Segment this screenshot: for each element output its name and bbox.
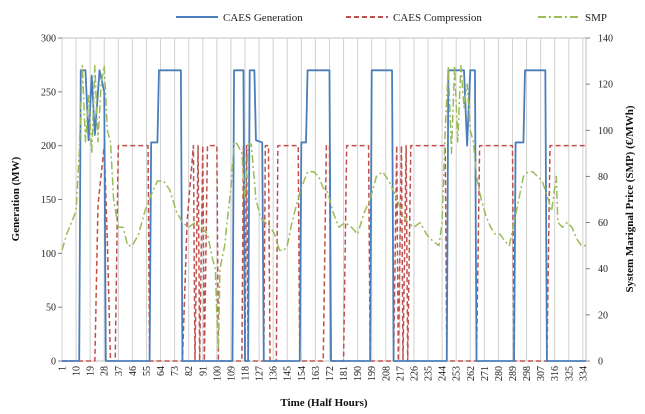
- x-tick-label: 64: [156, 366, 167, 376]
- x-tick-label: 325: [564, 366, 575, 381]
- x-tick-label: 127: [255, 366, 266, 381]
- y-left-tick-label: 0: [51, 357, 56, 368]
- x-tick-label: 28: [100, 366, 111, 376]
- axes-layer: 1 10 19 28 37 46 55 64 73 82 91 100 109 118 127 136 145 1…: [41, 34, 613, 382]
- x-tick-label: 235: [424, 366, 435, 381]
- x-tick-label: 316: [550, 366, 561, 381]
- y-left-tick-label: 150: [41, 195, 56, 206]
- x-tick-label: 271: [480, 366, 491, 381]
- y-right-tick-label: 20: [598, 310, 608, 321]
- legend-label-caes-compression: CAES Compression: [393, 12, 482, 24]
- x-axis-title: Time (Half Hours): [280, 397, 368, 409]
- series-line-caes-generation: [62, 69, 586, 362]
- x-tick-label: 217: [395, 366, 406, 381]
- x-tick-label: 172: [325, 366, 336, 381]
- x-tick-label: 226: [409, 366, 420, 381]
- y-left-tick-label: 100: [41, 249, 56, 260]
- y-right-tick-label: 40: [598, 264, 608, 275]
- x-tick-label: 37: [114, 366, 125, 376]
- y-right-tick-label: 0: [598, 357, 603, 368]
- y-left-tick-label: 250: [41, 87, 56, 98]
- legend: CAES Generation CAES Compression SMP: [176, 12, 607, 24]
- x-tick-label: 136: [269, 366, 280, 381]
- x-tick-label: 109: [226, 366, 237, 381]
- x-tick-label: 280: [494, 366, 505, 381]
- x-tick-label: 145: [283, 366, 294, 381]
- y-right-tick-label: 60: [598, 218, 608, 229]
- x-tick-label: 19: [86, 366, 97, 376]
- x-tick-label: 190: [353, 366, 364, 381]
- x-tick-label: 298: [522, 366, 533, 381]
- y-left-tick-label: 300: [41, 34, 56, 45]
- legend-label-caes-generation: CAES Generation: [223, 12, 303, 24]
- x-tick-label: 199: [367, 366, 378, 381]
- x-tick-label: 10: [72, 366, 83, 376]
- plot-border: [61, 37, 587, 362]
- x-tick-label: 307: [536, 366, 547, 381]
- x-tick-label: 55: [142, 366, 153, 376]
- x-tick-label: 163: [311, 366, 322, 381]
- x-tick-label: 244: [438, 366, 449, 381]
- series-line-caes-compression: [62, 144, 586, 362]
- x-tick-label: 253: [452, 366, 463, 381]
- series-line-smp: [61, 64, 586, 351]
- x-tick-label: 118: [241, 366, 252, 381]
- x-tick-label: 1: [58, 366, 69, 371]
- y-right-tick-label: 120: [598, 80, 613, 91]
- x-tick-label: 208: [381, 366, 392, 381]
- y-axis-left-title: Generation (MW): [10, 156, 22, 241]
- y-right-tick-label: 80: [598, 172, 608, 183]
- legend-label-smp: SMP: [585, 12, 607, 24]
- y-left-tick-label: 50: [46, 303, 56, 314]
- x-tick-label: 334: [578, 366, 589, 381]
- y-axis-right-title: System Marignal Price (SMP) (€/MWh): [624, 105, 636, 292]
- gridlines: [61, 38, 584, 361]
- x-tick-label: 262: [466, 366, 477, 381]
- y-left-tick-label: 200: [41, 141, 56, 152]
- x-tick-label: 82: [184, 366, 195, 376]
- y-right-tick-label: 100: [598, 126, 613, 137]
- x-tick-label: 289: [508, 366, 519, 381]
- x-tick-label: 91: [198, 366, 209, 376]
- series-layer: [61, 64, 586, 362]
- y-right-tick-label: 140: [598, 34, 613, 45]
- x-tick-label: 46: [128, 366, 139, 376]
- x-tick-label: 181: [339, 366, 350, 381]
- x-tick-label: 73: [170, 366, 181, 376]
- x-tick-label: 154: [297, 366, 308, 381]
- x-tick-label: 100: [212, 366, 223, 381]
